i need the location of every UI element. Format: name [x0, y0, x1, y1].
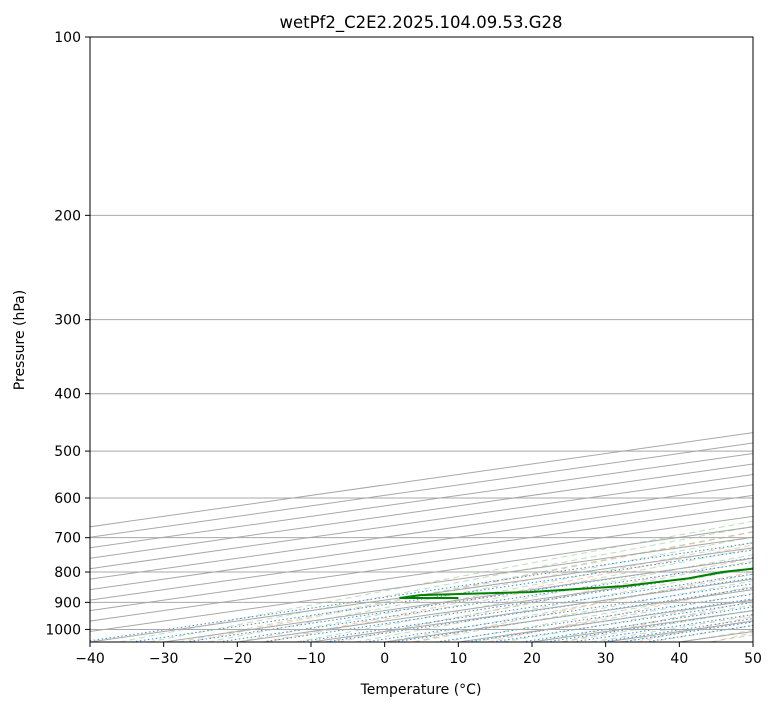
isotherm-line — [90, 515, 753, 612]
moist-adiabats — [119, 520, 753, 642]
isotherm-line — [90, 463, 753, 559]
profile-lines — [399, 567, 753, 599]
x-tick-label: −40 — [75, 651, 105, 667]
dry-adiabat — [636, 615, 753, 642]
mixing-ratio-line — [645, 624, 753, 642]
y-axis-ticks: 100 200 300 400 500 600 700 800 900 1000 — [45, 30, 90, 638]
isotherm-line — [531, 610, 753, 642]
x-tick-label: 10 — [449, 651, 467, 667]
y-tick-label: 1000 — [45, 622, 81, 638]
moist-adiabat — [119, 520, 753, 642]
y-tick-label: 300 — [54, 313, 81, 329]
x-tick-label: −20 — [223, 651, 253, 667]
mixing-ratio-line — [90, 542, 753, 642]
mixing-ratio-line — [492, 601, 753, 642]
isotherm-line — [90, 453, 753, 549]
mixing-ratio-line — [436, 593, 753, 642]
x-axis-ticks: −40 −30 −20 −10 0 10 20 30 40 50 — [75, 642, 762, 667]
y-tick-label: 500 — [54, 444, 81, 460]
isobar-gridlines — [90, 37, 753, 630]
mixing-ratio-line — [522, 606, 753, 642]
isotherm-line — [90, 536, 753, 633]
moist-adiabat — [384, 573, 753, 642]
isotherm-line — [90, 473, 753, 570]
isotherm-line — [90, 484, 753, 580]
x-tick-label: 40 — [670, 651, 688, 667]
x-tick-label: −10 — [296, 651, 326, 667]
isotherm-line — [752, 641, 753, 642]
moist-adiabat — [649, 624, 753, 642]
plot-frame — [89, 36, 754, 643]
x-tick-label: 30 — [597, 651, 615, 667]
y-tick-label: 200 — [54, 208, 81, 224]
dry-adiabat — [338, 557, 753, 642]
x-tick-label: 50 — [744, 651, 762, 667]
isotherm-line — [90, 494, 753, 591]
x-axis-label: Temperature (°C) — [360, 682, 482, 698]
y-tick-label: 900 — [54, 595, 81, 611]
dry-adiabat — [188, 531, 753, 642]
isotherm-line — [679, 631, 753, 642]
moist-adiabat — [620, 619, 753, 642]
isotherm-line — [384, 589, 753, 642]
x-tick-label: −30 — [149, 651, 179, 667]
isotherm-line — [163, 557, 753, 642]
y-tick-label: 800 — [54, 565, 81, 581]
isotherm-line — [458, 599, 753, 642]
dry-adiabats — [188, 531, 753, 642]
isotherm-line — [90, 432, 753, 528]
moist-adiabat — [207, 536, 753, 642]
y-tick-label: 400 — [54, 387, 81, 403]
moist-adiabat — [590, 614, 753, 642]
y-tick-label: 600 — [54, 491, 81, 507]
plot-area: 0.10.20.40.611.52346810131620253036-100-… — [90, 37, 753, 642]
moist-adiabat — [355, 567, 753, 642]
chart-title: wetPf2_C2E2.2025.104.09.53.G28 — [279, 13, 562, 33]
mixing-ratio-line — [131, 549, 753, 642]
moist-adiabat — [148, 525, 753, 642]
x-tick-label: 20 — [523, 651, 541, 667]
isotherm-lines — [90, 432, 753, 642]
moist-adiabat — [502, 598, 753, 642]
isotherm-line — [90, 526, 753, 622]
isotherm-line — [90, 442, 753, 538]
y-tick-label: 100 — [54, 30, 81, 46]
moist-adiabat — [414, 580, 753, 642]
isotherm-line — [310, 578, 753, 642]
mixing-ratio-line — [262, 568, 753, 642]
isotherm-line — [237, 568, 753, 642]
y-tick-label: 700 — [54, 531, 81, 547]
y-axis-label: Pressure (hPa) — [12, 290, 28, 390]
profile-line — [399, 567, 753, 599]
x-tick-label: 0 — [380, 651, 389, 667]
isotherm-line — [90, 505, 753, 601]
